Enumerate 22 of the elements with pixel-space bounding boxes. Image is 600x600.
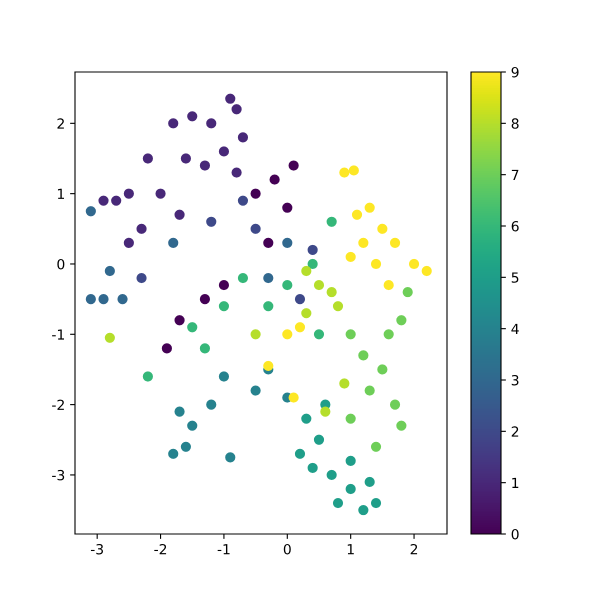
color-bar-label: 2 xyxy=(512,426,518,437)
x-tick-label: -2 xyxy=(154,544,166,554)
color-bar-label: 3 xyxy=(512,374,518,386)
x-tick-label: -1 xyxy=(218,544,230,554)
color-bar-label: 9 xyxy=(512,66,519,78)
y-tick-label: -3 xyxy=(52,470,64,480)
x-tick-label: 2 xyxy=(410,544,418,554)
y-tick-label: 2 xyxy=(57,118,64,129)
x-tick-label: 1 xyxy=(348,544,354,554)
color-bar-label: 7 xyxy=(512,170,518,180)
color-bar-label: 6 xyxy=(512,220,519,232)
y-tick-label: -1 xyxy=(52,329,64,340)
y-tick-label: 1 xyxy=(58,188,64,199)
color-bar-label: 5 xyxy=(512,272,518,283)
color-bar-label: 0 xyxy=(512,528,519,540)
y-tick-label: -2 xyxy=(52,400,64,410)
color-bar-label: 8 xyxy=(512,118,519,129)
color-bar-label: 4 xyxy=(511,324,519,334)
x-tick-label: -3 xyxy=(90,544,103,554)
x-tick-label: 0 xyxy=(284,544,291,554)
y-tick-label: 0 xyxy=(57,258,64,270)
color-bar-label: 1 xyxy=(512,478,518,488)
